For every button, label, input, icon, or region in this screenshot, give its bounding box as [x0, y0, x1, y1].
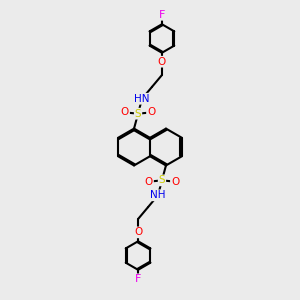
Text: O: O [134, 227, 142, 237]
Text: S: S [135, 109, 141, 119]
Text: O: O [147, 106, 155, 117]
Text: S: S [159, 176, 165, 185]
Text: HN: HN [134, 94, 150, 104]
Text: O: O [171, 178, 179, 188]
Text: NH: NH [150, 190, 166, 200]
Text: F: F [159, 10, 165, 20]
Text: O: O [145, 178, 153, 188]
Text: O: O [158, 57, 166, 67]
Text: F: F [135, 274, 141, 284]
Text: O: O [121, 106, 129, 117]
